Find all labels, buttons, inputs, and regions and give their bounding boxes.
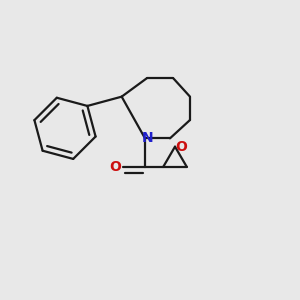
Text: O: O: [176, 140, 188, 154]
Text: O: O: [109, 160, 121, 174]
Text: N: N: [142, 131, 154, 145]
